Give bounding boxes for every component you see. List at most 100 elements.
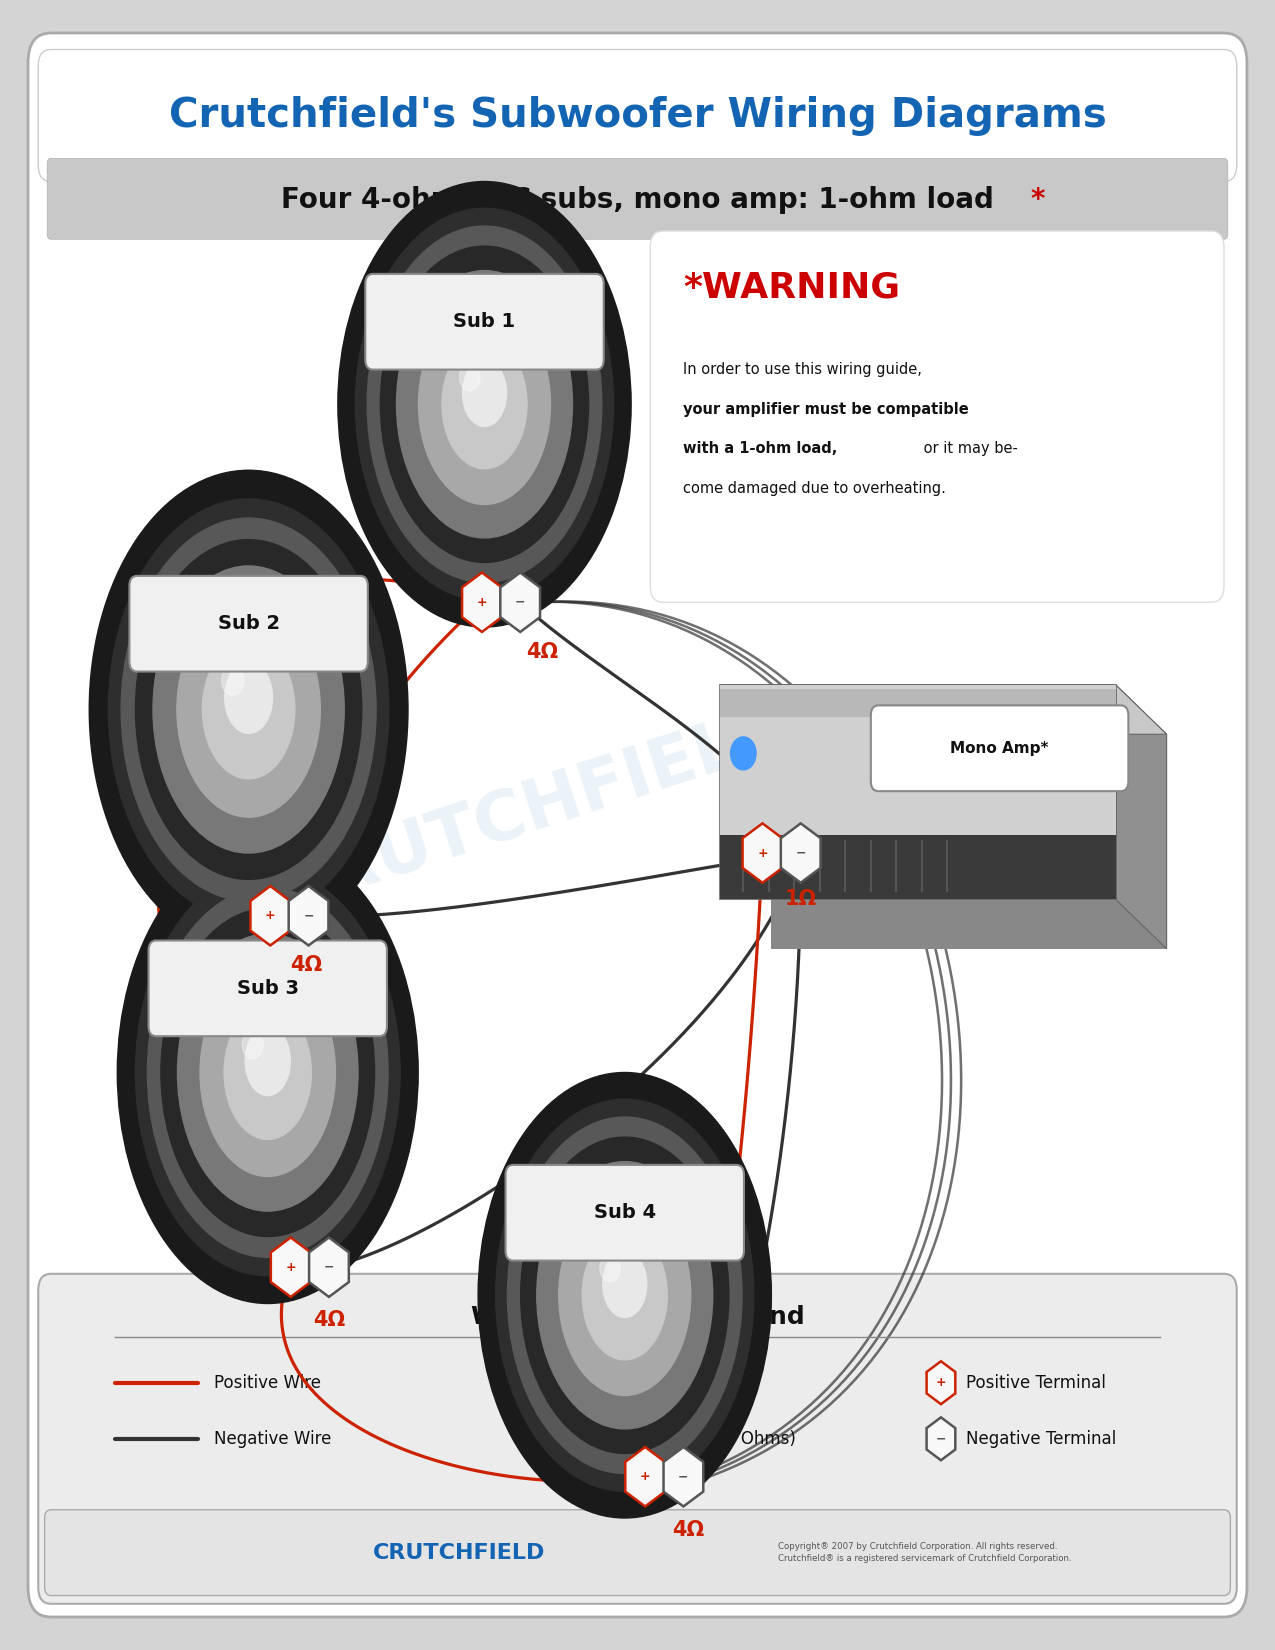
- Text: 4Ω: 4Ω: [312, 1310, 346, 1330]
- Ellipse shape: [583, 1231, 667, 1360]
- Text: 4Ω: 4Ω: [672, 1520, 705, 1539]
- Text: Bridged Wire: Bridged Wire: [635, 1374, 742, 1391]
- FancyBboxPatch shape: [365, 274, 604, 370]
- Ellipse shape: [603, 1251, 646, 1317]
- Ellipse shape: [507, 1117, 742, 1473]
- Text: Sub 3: Sub 3: [237, 978, 298, 998]
- Text: CRUTCHFIELD: CRUTCHFIELD: [268, 693, 803, 924]
- Text: Positive Wire: Positive Wire: [214, 1374, 321, 1391]
- Text: your amplifier must be compatible: your amplifier must be compatible: [683, 401, 969, 417]
- Text: Impedance Level (In Ohms): Impedance Level (In Ohms): [567, 1431, 797, 1447]
- Text: Crutchfield's Subwoofer Wiring Diagrams: Crutchfield's Subwoofer Wiring Diagrams: [168, 96, 1107, 135]
- Ellipse shape: [599, 1256, 621, 1282]
- FancyBboxPatch shape: [650, 231, 1224, 602]
- Text: *: *: [1030, 186, 1044, 213]
- Ellipse shape: [148, 888, 388, 1257]
- Polygon shape: [270, 1238, 311, 1297]
- Text: −: −: [303, 909, 314, 922]
- Polygon shape: [720, 685, 1167, 734]
- Text: 4Ω: 4Ω: [289, 955, 323, 975]
- Text: 4Ω: 4Ω: [525, 642, 558, 662]
- Ellipse shape: [153, 566, 344, 853]
- Text: −: −: [796, 846, 806, 860]
- Circle shape: [731, 738, 756, 771]
- Text: −: −: [324, 1261, 334, 1274]
- Text: In order to use this wiring guide,: In order to use this wiring guide,: [683, 361, 922, 378]
- Polygon shape: [309, 1238, 349, 1297]
- Polygon shape: [780, 823, 821, 883]
- Ellipse shape: [558, 1195, 691, 1396]
- Ellipse shape: [537, 1162, 713, 1429]
- Polygon shape: [500, 573, 541, 632]
- Ellipse shape: [224, 662, 273, 734]
- Text: Negative Terminal: Negative Terminal: [966, 1431, 1117, 1447]
- Polygon shape: [771, 734, 1167, 949]
- Polygon shape: [625, 1447, 666, 1506]
- Polygon shape: [1116, 685, 1167, 949]
- Polygon shape: [663, 1447, 704, 1506]
- Text: −: −: [515, 596, 525, 609]
- Ellipse shape: [161, 909, 375, 1236]
- Ellipse shape: [520, 1137, 729, 1454]
- Ellipse shape: [177, 602, 320, 817]
- Ellipse shape: [459, 365, 481, 391]
- Polygon shape: [927, 1417, 955, 1460]
- FancyBboxPatch shape: [871, 706, 1128, 792]
- Ellipse shape: [367, 226, 602, 582]
- Ellipse shape: [135, 870, 400, 1275]
- FancyBboxPatch shape: [505, 1165, 743, 1261]
- FancyBboxPatch shape: [720, 685, 1116, 899]
- Polygon shape: [927, 1361, 955, 1404]
- Text: or it may be-: or it may be-: [919, 441, 1019, 457]
- Ellipse shape: [242, 1031, 263, 1059]
- FancyBboxPatch shape: [148, 940, 388, 1036]
- Text: Mono Amp*: Mono Amp*: [950, 741, 1049, 756]
- Text: come damaged due to overheating.: come damaged due to overheating.: [683, 480, 946, 497]
- Text: with a 1-ohm load,: with a 1-ohm load,: [683, 441, 838, 457]
- Text: CRUTCHFIELD: CRUTCHFIELD: [372, 1543, 546, 1563]
- Text: Sub 4: Sub 4: [594, 1203, 655, 1223]
- FancyBboxPatch shape: [47, 158, 1228, 239]
- Ellipse shape: [245, 1026, 291, 1096]
- Ellipse shape: [442, 340, 527, 469]
- Text: 1Ω: 1Ω: [784, 889, 817, 909]
- FancyBboxPatch shape: [38, 1274, 1237, 1604]
- Ellipse shape: [121, 518, 376, 901]
- Ellipse shape: [356, 208, 613, 601]
- Ellipse shape: [108, 498, 389, 921]
- Ellipse shape: [203, 640, 295, 779]
- Text: +: +: [757, 846, 768, 860]
- FancyBboxPatch shape: [28, 33, 1247, 1617]
- FancyBboxPatch shape: [45, 1510, 1230, 1596]
- Ellipse shape: [222, 667, 244, 695]
- Text: +: +: [265, 909, 275, 922]
- Text: Negative Wire: Negative Wire: [214, 1431, 332, 1447]
- Text: Copyright® 2007 by Crutchfield Corporation. All rights reserved.
Crutchfield® is: Copyright® 2007 by Crutchfield Corporati…: [778, 1543, 1071, 1563]
- Ellipse shape: [89, 470, 408, 949]
- FancyBboxPatch shape: [720, 690, 1116, 716]
- Text: −: −: [936, 1432, 946, 1445]
- Ellipse shape: [135, 540, 362, 879]
- Ellipse shape: [496, 1099, 754, 1492]
- FancyBboxPatch shape: [720, 835, 1116, 899]
- Text: Sub 2: Sub 2: [218, 614, 279, 634]
- Ellipse shape: [463, 360, 506, 426]
- Ellipse shape: [200, 969, 335, 1176]
- Polygon shape: [462, 573, 502, 632]
- Text: +: +: [477, 596, 487, 609]
- FancyBboxPatch shape: [38, 50, 1237, 182]
- Text: −: −: [678, 1470, 689, 1483]
- Ellipse shape: [338, 182, 631, 627]
- Text: *WARNING: *WARNING: [683, 271, 900, 304]
- Text: +: +: [286, 1261, 296, 1274]
- Ellipse shape: [418, 304, 551, 505]
- FancyBboxPatch shape: [720, 685, 1116, 835]
- Polygon shape: [250, 886, 291, 945]
- Text: Positive Terminal: Positive Terminal: [966, 1374, 1107, 1391]
- Text: Four 4-ohm SVC subs, mono amp: 1-ohm load: Four 4-ohm SVC subs, mono amp: 1-ohm loa…: [280, 186, 995, 213]
- Polygon shape: [288, 886, 329, 945]
- Text: +: +: [936, 1376, 946, 1389]
- Text: Wiring Diagram Legend: Wiring Diagram Legend: [470, 1305, 805, 1328]
- Ellipse shape: [224, 1005, 311, 1140]
- Ellipse shape: [380, 246, 589, 563]
